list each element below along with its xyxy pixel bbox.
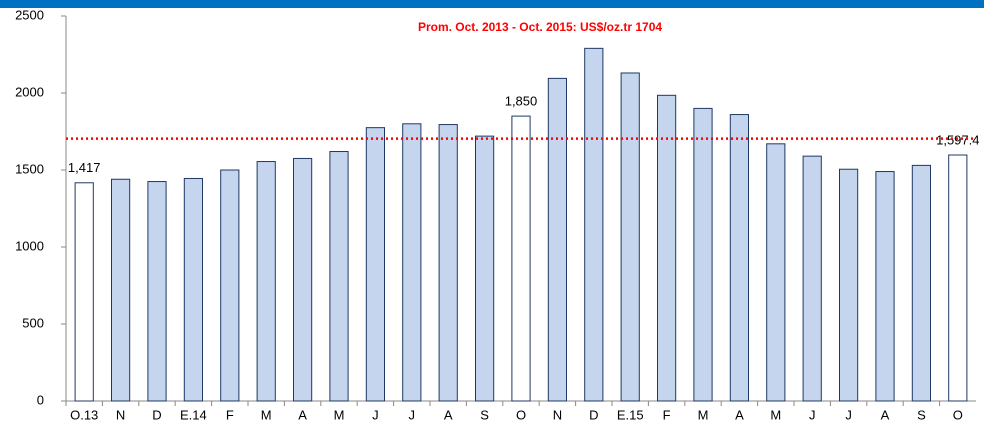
top-band <box>0 0 984 8</box>
bar <box>74 182 94 402</box>
value-label: 1,597.4 <box>936 132 979 147</box>
x-tick-label: J <box>372 407 379 422</box>
y-tick-label: 0 <box>37 392 44 407</box>
x-tick-label: A <box>735 407 744 422</box>
x-tick-label: J <box>845 407 852 422</box>
y-tick-label: 1000 <box>15 238 44 253</box>
bar <box>584 47 604 402</box>
x-tick-label: J <box>809 407 816 422</box>
bar <box>802 155 822 402</box>
bar <box>438 124 458 402</box>
x-tick-label: F <box>663 407 671 422</box>
value-label: 1,850 <box>505 94 538 109</box>
bar <box>475 135 495 402</box>
y-tick-label: 1500 <box>15 161 44 176</box>
x-tick-label: N <box>116 407 125 422</box>
bar <box>620 72 640 402</box>
x-tick-label: D <box>152 407 161 422</box>
bar <box>657 94 677 402</box>
x-tick-label: M <box>770 407 781 422</box>
x-tick-label: M <box>334 407 345 422</box>
bar <box>329 151 349 402</box>
x-tick-label: D <box>589 407 598 422</box>
bar <box>511 115 531 402</box>
bar <box>183 177 204 402</box>
x-tick-label: O <box>953 407 963 422</box>
bar <box>693 107 713 402</box>
x-tick-label: N <box>553 407 562 422</box>
x-tick-label: E.15 <box>617 407 644 422</box>
x-tick-label: O <box>516 407 526 422</box>
bar <box>948 154 968 402</box>
x-tick-label: A <box>298 407 307 422</box>
x-tick-label: O.13 <box>70 407 98 422</box>
bar <box>911 164 931 402</box>
bar <box>147 181 167 402</box>
x-tick-label: S <box>480 407 489 422</box>
bar <box>766 143 786 402</box>
bar <box>547 77 567 402</box>
bar <box>365 127 385 402</box>
x-tick-label: F <box>226 407 234 422</box>
x-tick-label: S <box>917 407 926 422</box>
y-tick-label: 2000 <box>15 84 44 99</box>
x-tick-label: E.14 <box>180 407 207 422</box>
bar <box>256 161 276 402</box>
bar <box>111 178 131 402</box>
x-tick-label: M <box>261 407 272 422</box>
bar <box>839 168 859 402</box>
bar <box>875 171 895 402</box>
y-tick-label: 2500 <box>15 7 44 22</box>
y-tick-label: 500 <box>22 315 44 330</box>
bar <box>220 169 240 402</box>
x-tick-label: A <box>444 407 453 422</box>
bar <box>293 157 313 402</box>
bar <box>402 123 422 402</box>
x-tick-label: A <box>881 407 890 422</box>
x-tick-label: J <box>409 407 416 422</box>
value-label: 1,417 <box>68 160 101 175</box>
x-tick-label: M <box>698 407 709 422</box>
annotation: Prom. Oct. 2013 - Oct. 2015: US$/oz.tr 1… <box>418 20 662 34</box>
bar <box>729 114 749 402</box>
